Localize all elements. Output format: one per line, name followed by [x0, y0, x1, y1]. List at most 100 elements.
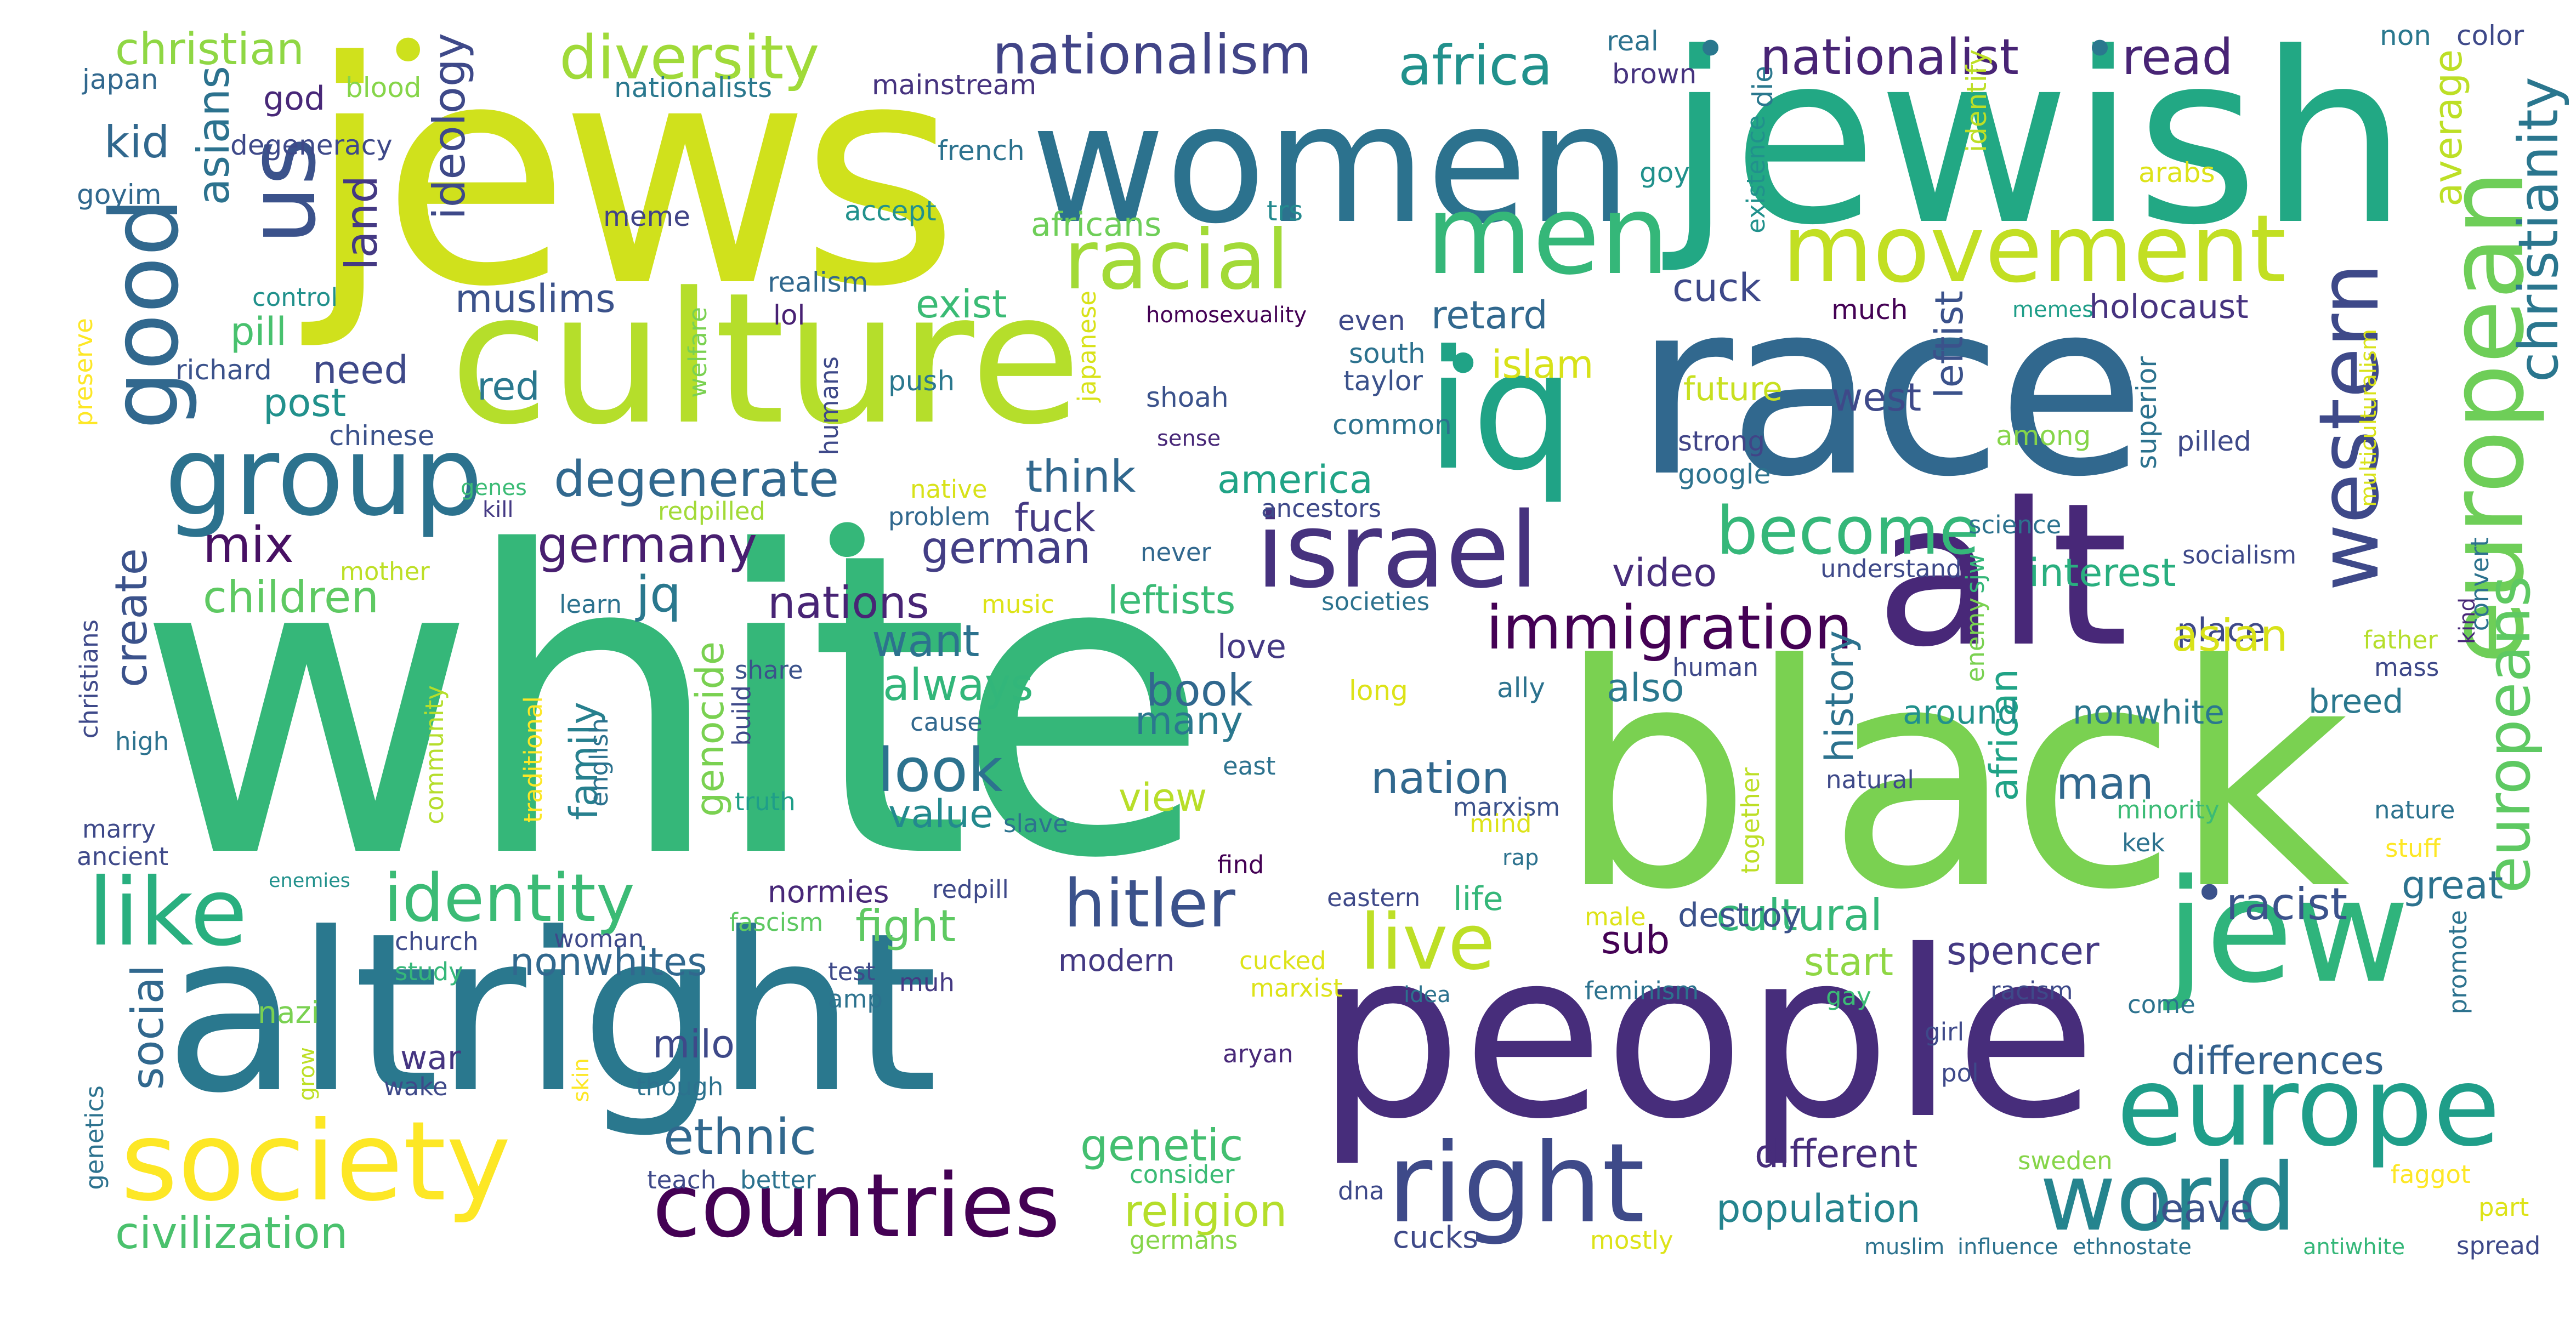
word-alt: alt [1875, 460, 2129, 690]
word-wake: wake [384, 1072, 448, 1101]
word-consider: consider [1130, 1160, 1235, 1189]
word-french: french [938, 135, 1025, 167]
word-high: high [115, 727, 169, 756]
word-value: value [888, 792, 994, 837]
word-civilization: civilization [115, 1208, 348, 1259]
word-stuff: stuff [2385, 834, 2441, 863]
word-natural: natural [1826, 765, 1914, 794]
word-live: live [1360, 898, 1495, 987]
word-read: read [2122, 29, 2233, 86]
word-exist: exist [916, 282, 1007, 327]
word-think: think [1025, 451, 1136, 502]
word-music: music [981, 590, 1055, 619]
word-degenerate: degenerate [554, 451, 839, 508]
word-non: non [2380, 20, 2431, 52]
word-holocaust: holocaust [2089, 288, 2249, 326]
word-push: push [888, 365, 955, 397]
word-nonwhite: nonwhite [2073, 693, 2225, 732]
word-socialism: socialism [2182, 540, 2297, 570]
word-existence: existence [1741, 115, 1771, 234]
word-leave: leave [2149, 1186, 2254, 1231]
word-mass: mass [2374, 653, 2439, 682]
word-richard: richard [175, 354, 272, 386]
word-nations: nations [768, 577, 929, 628]
word-kid: kid [104, 117, 170, 168]
word-father: father [2363, 625, 2438, 655]
word-church: church [395, 927, 479, 956]
word-social: social [122, 965, 173, 1090]
word-africa: africa [1398, 33, 1553, 98]
word-color: color [2456, 20, 2524, 52]
word-interest: interest [2029, 550, 2176, 595]
word-goyim: goyim [77, 179, 162, 210]
word-spencer: spencer [1947, 929, 2100, 974]
word-ancestors: ancestors [1261, 494, 1382, 523]
word-ethnic: ethnic [663, 1108, 817, 1166]
word-japanese: japanese [1073, 291, 1102, 402]
word-europe: europe [2117, 1043, 2500, 1171]
word-meme: meme [603, 201, 690, 232]
dot-mark: • [384, 4, 433, 100]
word-nazi: nazi [258, 995, 320, 1030]
word-islam: islam [1491, 342, 1594, 387]
word-right: right [1387, 1120, 1645, 1248]
word-build: build [727, 685, 756, 746]
word-mainstream: mainstream [872, 69, 1037, 101]
word-like: like [88, 858, 248, 967]
word-cuck: cuck [1672, 265, 1761, 310]
word-understand: understand [1820, 554, 1962, 583]
word-cucked: cucked [1239, 946, 1326, 975]
word-also: also [1607, 665, 1684, 710]
word-japan: japan [82, 64, 158, 95]
word-marry: marry [82, 815, 156, 844]
word-problem: problem [888, 502, 991, 531]
word-spread: spread [2456, 1231, 2541, 1260]
word-marxism: marxism [1453, 793, 1561, 822]
word-average: average [2426, 49, 2471, 207]
word-love: love [1217, 628, 1286, 666]
word-superior: superior [2131, 356, 2163, 469]
word-religion: religion [1124, 1186, 1287, 1237]
word-feminism: feminism [1585, 976, 1699, 1005]
word-science: science [1968, 510, 2062, 539]
word-christian: christian [115, 24, 304, 75]
word-want: want [872, 616, 980, 667]
word-girl: girl [1925, 1017, 1965, 1046]
word-memes: memes [2012, 297, 2093, 322]
word-german: german [921, 522, 1091, 573]
word-share: share [735, 656, 803, 685]
word-america: america [1217, 457, 1373, 502]
word-faggot: faggot [2391, 1160, 2471, 1189]
word-learn: learn [559, 590, 622, 619]
word-pilled: pilled [2177, 425, 2251, 457]
word-die: die [1747, 66, 1779, 108]
word-israel: israel [1256, 490, 1539, 611]
word-real: real [1607, 25, 1659, 57]
word-children: children [203, 572, 379, 623]
word-nationalist: nationalist [1760, 29, 2019, 86]
word-germany: germany [537, 516, 758, 574]
word-brown: brown [1612, 58, 1697, 90]
word-women: women [1031, 69, 1632, 260]
word-always: always [883, 659, 1034, 710]
word-muslims: muslims [455, 276, 616, 321]
word-ideology: ideology [424, 33, 475, 220]
word-nonwhites: nonwhites [510, 940, 707, 985]
word-life: life [1453, 880, 1503, 918]
word-war: war [400, 1039, 461, 1077]
word-degeneracy: degeneracy [230, 129, 393, 161]
word-racial: racial [1064, 213, 1290, 308]
word-view: view [1119, 775, 1207, 820]
word-genes: genes [461, 475, 527, 500]
word-create: create [106, 548, 157, 687]
word-population: population [1716, 1186, 1921, 1231]
word-identify: identify [1961, 49, 1993, 152]
word-dna: dna [1338, 1176, 1385, 1205]
word-african: african [1982, 669, 2027, 801]
word-arabs: arabs [2138, 157, 2215, 189]
word-history: history [1817, 630, 1862, 763]
word-germans: germans [1130, 1226, 1238, 1255]
word-idea: idea [1404, 982, 1451, 1008]
word-lol: lol [773, 299, 805, 331]
word-though: though [636, 1072, 724, 1101]
